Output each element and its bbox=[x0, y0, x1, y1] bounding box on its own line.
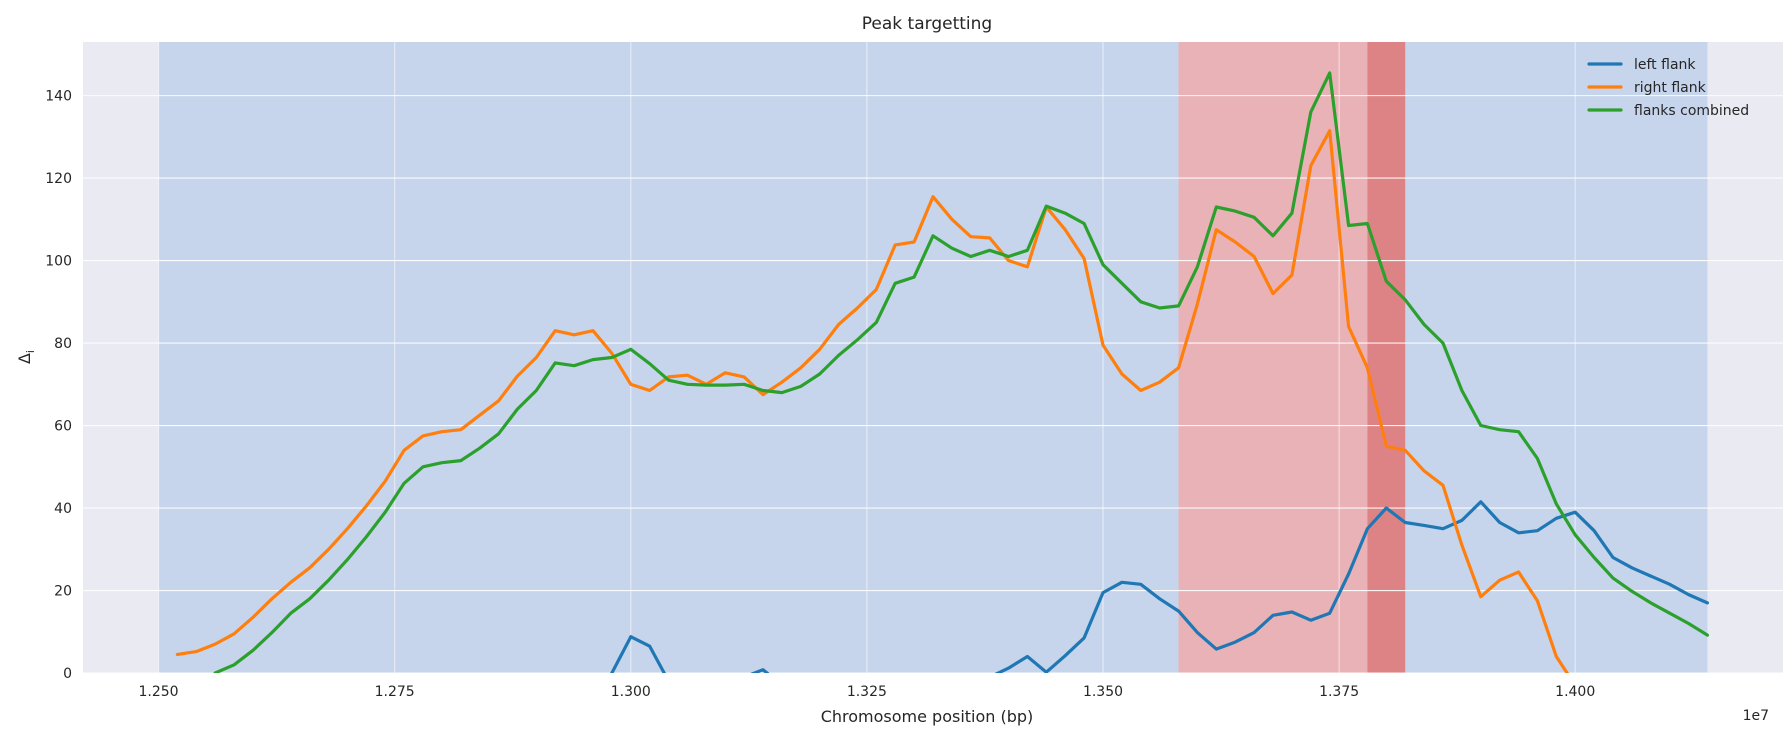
legend-label-right-flank: right flank bbox=[1634, 80, 1707, 96]
x-tick-label: 1.275 bbox=[375, 684, 415, 700]
y-axis-label-subscript: i bbox=[24, 350, 37, 353]
x-tick-label: 1.325 bbox=[847, 684, 887, 700]
y-tick-label: 120 bbox=[45, 171, 72, 187]
series-line-right-flank bbox=[175, 129, 1570, 673]
y-tick-label: 60 bbox=[54, 419, 72, 435]
x-tick-labels: 1.250 1.275 1.300 1.325 1.350 1.375 1.400 bbox=[139, 684, 1596, 700]
x-tick-label: 1.300 bbox=[611, 684, 651, 700]
y-tick-label: 100 bbox=[45, 254, 72, 270]
y-tick-label: 140 bbox=[45, 89, 72, 105]
x-axis-label: Chromosome position (bp) bbox=[821, 707, 1034, 726]
y-axis-label-main: Δ bbox=[15, 353, 34, 364]
y-axis-label: Δi bbox=[15, 350, 37, 364]
x-tick-label: 1.250 bbox=[139, 684, 179, 700]
series-line-left-flank bbox=[610, 500, 1710, 673]
y-tick-label: 20 bbox=[54, 584, 72, 600]
y-tick-labels: 0 20 40 60 80 100 120 140 bbox=[45, 89, 72, 682]
highlight-band-1 bbox=[1178, 42, 1368, 673]
series-layer bbox=[175, 71, 1710, 673]
grid-layer bbox=[83, 42, 1783, 674]
legend-label-left-flank: left flank bbox=[1634, 57, 1696, 73]
series-line-flanks-combined bbox=[213, 71, 1710, 673]
x-tick-label: 1.350 bbox=[1083, 684, 1123, 700]
highlight-band-2 bbox=[1367, 42, 1406, 673]
y-tick-label: 80 bbox=[54, 336, 72, 352]
legend: left flank right flank flanks combined bbox=[1587, 57, 1749, 119]
x-tick-label: 1.400 bbox=[1555, 684, 1595, 700]
x-tick-label: 1.375 bbox=[1319, 684, 1359, 700]
legend-label-flanks-combined: flanks combined bbox=[1634, 103, 1749, 119]
y-tick-label: 40 bbox=[54, 501, 72, 517]
chart-title: Peak targetting bbox=[862, 14, 992, 34]
x-offset-label: 1e7 bbox=[1743, 708, 1769, 724]
y-tick-label: 0 bbox=[63, 666, 72, 682]
